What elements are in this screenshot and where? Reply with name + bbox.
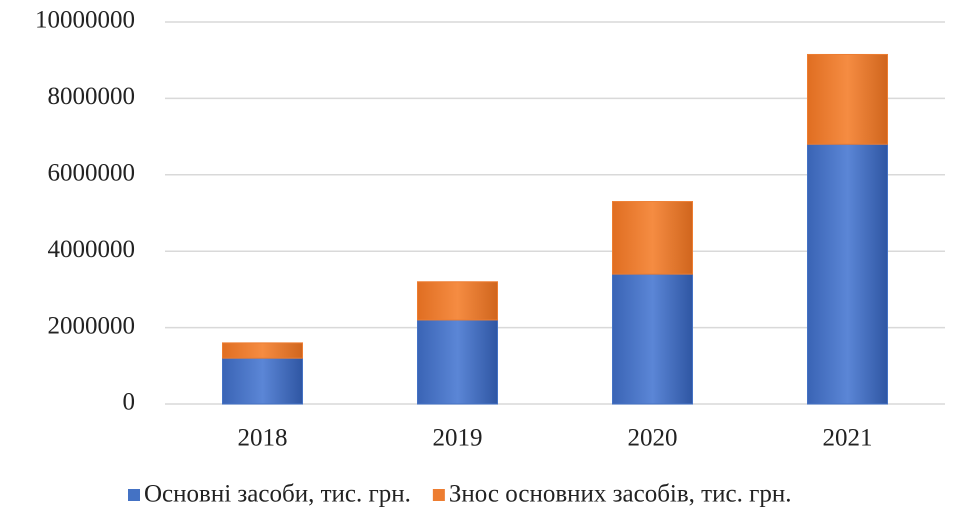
x-tick-label: 2018: [238, 425, 288, 452]
x-tick-label: 2020: [628, 425, 678, 452]
x-tick-label: 2019: [433, 425, 483, 452]
bar-segment: [807, 143, 888, 405]
y-tick-label: 2000000: [48, 312, 136, 339]
legend-label: Основні засоби, тис. грн.: [144, 481, 411, 508]
bar-segment: [417, 281, 498, 321]
legend-swatch: [128, 489, 140, 501]
bar-segment: [417, 319, 498, 405]
legend-swatch: [432, 489, 445, 501]
bar-segment: [807, 53, 888, 145]
y-tick-label: 10000000: [35, 7, 135, 34]
y-tick-label: 0: [123, 389, 136, 416]
bar-segment: [222, 342, 303, 359]
bar-segment: [222, 357, 303, 405]
y-tick-label: 8000000: [48, 83, 136, 110]
y-tick-label: 6000000: [48, 160, 136, 187]
y-tick-label: 4000000: [48, 236, 136, 263]
bar-segment: [612, 273, 693, 405]
bar-segment: [612, 201, 693, 275]
x-tick-label: 2021: [823, 425, 873, 452]
legend-label: Знос основних засобів, тис. грн.: [449, 481, 792, 508]
